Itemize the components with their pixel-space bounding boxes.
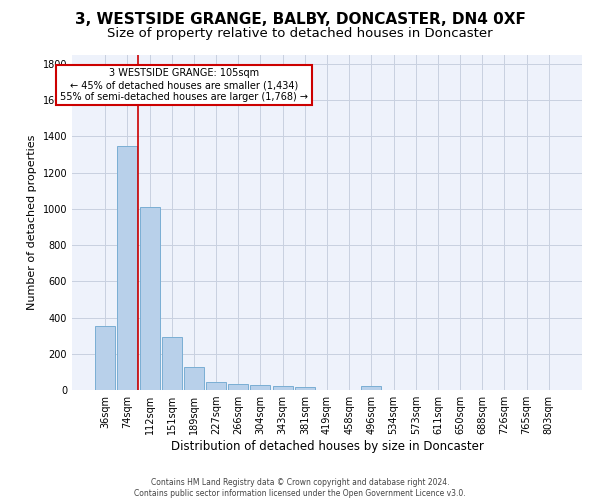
Y-axis label: Number of detached properties: Number of detached properties — [27, 135, 37, 310]
Text: Contains HM Land Registry data © Crown copyright and database right 2024.
Contai: Contains HM Land Registry data © Crown c… — [134, 478, 466, 498]
Text: 3, WESTSIDE GRANGE, BALBY, DONCASTER, DN4 0XF: 3, WESTSIDE GRANGE, BALBY, DONCASTER, DN… — [74, 12, 526, 28]
Bar — [206, 382, 226, 390]
Bar — [184, 368, 204, 390]
Text: 3 WESTSIDE GRANGE: 105sqm
← 45% of detached houses are smaller (1,434)
55% of se: 3 WESTSIDE GRANGE: 105sqm ← 45% of detac… — [60, 68, 308, 102]
Bar — [250, 386, 271, 390]
Text: Size of property relative to detached houses in Doncaster: Size of property relative to detached ho… — [107, 28, 493, 40]
Bar — [228, 384, 248, 390]
Bar — [140, 207, 160, 390]
Bar — [118, 146, 137, 390]
X-axis label: Distribution of detached houses by size in Doncaster: Distribution of detached houses by size … — [170, 440, 484, 453]
Bar — [162, 338, 182, 390]
Bar — [361, 386, 382, 390]
Bar — [95, 326, 115, 390]
Bar — [272, 386, 293, 390]
Bar — [295, 388, 315, 390]
